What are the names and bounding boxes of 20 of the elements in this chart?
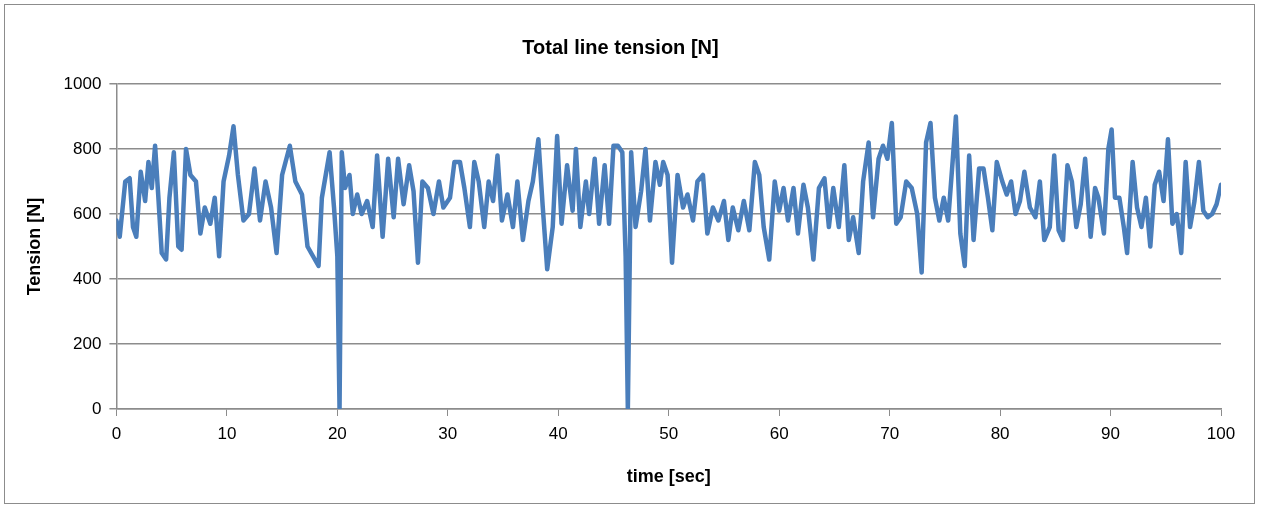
y-axis-title: Tension [N] [23, 197, 44, 296]
x-tick-label: 10 [217, 423, 237, 443]
y-tick-label: 600 [73, 203, 102, 223]
x-tick-label: 70 [880, 423, 900, 443]
x-tick-label: 20 [327, 423, 347, 443]
x-tick-label: 50 [659, 423, 679, 443]
x-axis-title: time [sec] [626, 466, 711, 487]
y-tick-label: 0 [91, 398, 102, 418]
y-tick-label: 800 [73, 138, 102, 158]
x-tick-label: 0 [111, 423, 122, 443]
x-tick-label: 60 [769, 423, 789, 443]
y-tick-label: 1000 [63, 73, 102, 93]
y-tick-label: 400 [73, 268, 102, 288]
chart-title: Total line tension [N] [522, 35, 719, 58]
y-tick-label: 200 [73, 333, 102, 353]
x-tick-label: 90 [1101, 423, 1120, 443]
x-tick-label: 30 [438, 423, 458, 443]
x-tick-label: 100 [1206, 423, 1236, 443]
x-tick-label: 80 [990, 423, 1010, 443]
x-tick-label: 40 [548, 423, 568, 443]
